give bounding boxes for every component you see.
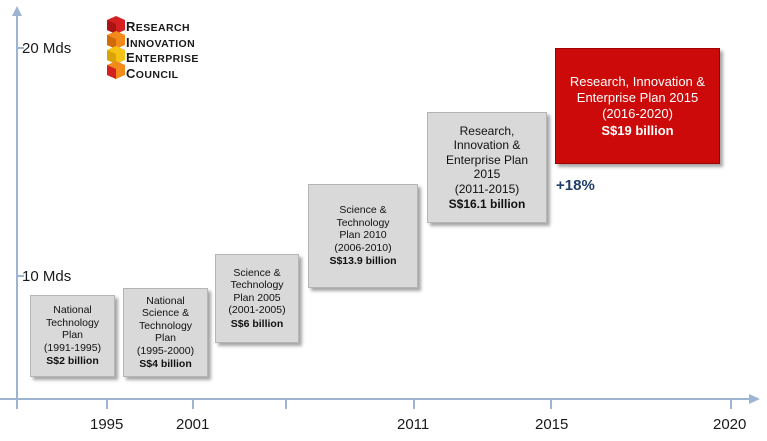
plan-amount: S$2 billion (46, 355, 99, 368)
x-tick-label-2011: 2011 (397, 416, 430, 433)
riec-logo-text: RESEARCH INNOVATION ENTERPRISE COUNCIL (126, 20, 199, 82)
plan-text: Research, (459, 123, 515, 138)
plan-text: Enterprise Plan (445, 152, 529, 167)
plan-text: (2006-2010) (334, 241, 392, 254)
plan-text: Enterprise Plan 2015 (576, 89, 699, 105)
riec-logo-icon (107, 16, 125, 79)
x-tick-label-1995: 1995 (90, 416, 124, 433)
plan-text: National (146, 294, 185, 307)
logo-row: ENTERPRISE (126, 51, 199, 67)
logo-initial: E (126, 50, 136, 65)
plan-box-1995-2000: National Science & Technology Plan (1995… (123, 288, 208, 377)
logo-word: OUNCIL (135, 68, 179, 81)
logo-word: NTERPRISE (135, 53, 199, 65)
x-tick-label-2001: 2001 (176, 416, 210, 433)
x-tick-label-2015: 2015 (535, 416, 569, 433)
plan-amount: S$13.9 billion (329, 255, 397, 268)
plan-text: Science & (339, 204, 387, 217)
plan-box-2006-2010: Science & Technology Plan 2010 (2006-201… (308, 184, 418, 288)
logo-word: NNOVATION (130, 37, 196, 50)
plan-text: Technology (336, 216, 390, 229)
plan-text: Plan (154, 332, 176, 344)
plan-text: (2016-2020) (602, 105, 673, 121)
logo-initial: C (126, 65, 136, 81)
plan-text: National (53, 304, 92, 317)
plan-amount: S$6 billion (230, 317, 284, 330)
plan-text: Technology (138, 319, 193, 332)
logo-initial: I (126, 34, 131, 50)
plan-box-2001-2005: Science & Technology Plan 2005 (2001-200… (215, 254, 299, 343)
plan-text: 2015 (473, 167, 501, 181)
plan-box-1991-1995: National Technology Plan (1991-1995) S$2… (30, 295, 115, 377)
plan-text: (2011-2015) (454, 181, 520, 196)
plan-amount: S$4 billion (139, 358, 192, 370)
plan-text: Science & (233, 266, 281, 279)
plan-text: Plan 2010 (339, 229, 387, 242)
logo-word: ESEARCH (135, 22, 190, 34)
y-tick-label-10: 10 Mds (22, 268, 72, 285)
plan-text: (2001-2005) (228, 304, 286, 317)
plan-text: Plan (61, 329, 83, 342)
x-axis-arrow (749, 394, 760, 404)
plan-box-2016-2020: Research, Innovation & Enterprise Plan 2… (555, 48, 720, 164)
y-axis-arrow (12, 6, 22, 16)
plan-text: Science & (141, 307, 190, 319)
plan-amount: S$19 billion (601, 122, 674, 138)
logo-row: INNOVATION (126, 34, 199, 52)
logo-initial: R (126, 19, 136, 34)
growth-label: +18% (556, 177, 595, 194)
plan-text: (1995-2000) (136, 344, 195, 357)
plan-amount: S$16.1 billion (448, 197, 526, 211)
logo-row: COUNCIL (126, 65, 199, 83)
logo-row: RESEARCH (126, 20, 199, 36)
plan-text: Research, Innovation & (569, 73, 706, 89)
plan-text: Technology (230, 279, 284, 292)
plan-text: Technology (45, 316, 100, 329)
plan-text: (1991-1995) (43, 341, 102, 354)
x-tick-label-2020: 2020 (713, 416, 747, 433)
plan-text: Plan 2005 (233, 291, 281, 304)
plan-box-2011-2015: Research, Innovation & Enterprise Plan 2… (427, 112, 547, 223)
plan-text: Innovation & (453, 138, 521, 152)
y-tick-label-20: 20 Mds (22, 40, 72, 57)
